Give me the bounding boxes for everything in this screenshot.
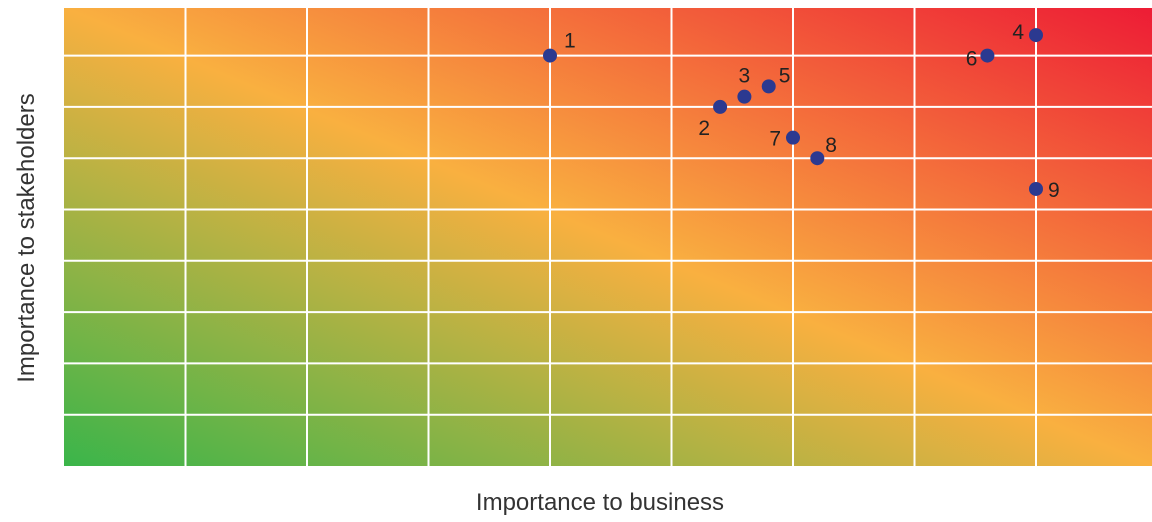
data-point-4 (1029, 28, 1043, 43)
data-point-7 (786, 130, 800, 145)
grid-lines (64, 8, 1152, 466)
point-label-8: 8 (825, 134, 837, 157)
point-label-1: 1 (564, 30, 576, 53)
data-point-3 (737, 89, 752, 104)
data-point-5 (761, 79, 776, 94)
point-label-4: 4 (1012, 21, 1024, 44)
data-points: 1 2 3 4 5 6 7 8 9 (543, 21, 1060, 202)
point-label-2: 2 (698, 117, 710, 140)
data-point-9 (1029, 181, 1043, 196)
point-label-7: 7 (769, 128, 781, 151)
data-point-1 (543, 48, 557, 63)
y-axis-label: Importance to stakeholders (13, 93, 40, 383)
x-axis-label: Importance to business (476, 489, 724, 516)
point-label-6: 6 (966, 48, 978, 71)
data-point-6 (980, 48, 995, 63)
data-point-8 (810, 151, 825, 166)
point-label-3: 3 (739, 65, 751, 88)
point-label-9: 9 (1048, 179, 1060, 202)
data-point-2 (713, 99, 728, 114)
point-label-5: 5 (779, 64, 791, 87)
plot-background (64, 8, 1152, 466)
